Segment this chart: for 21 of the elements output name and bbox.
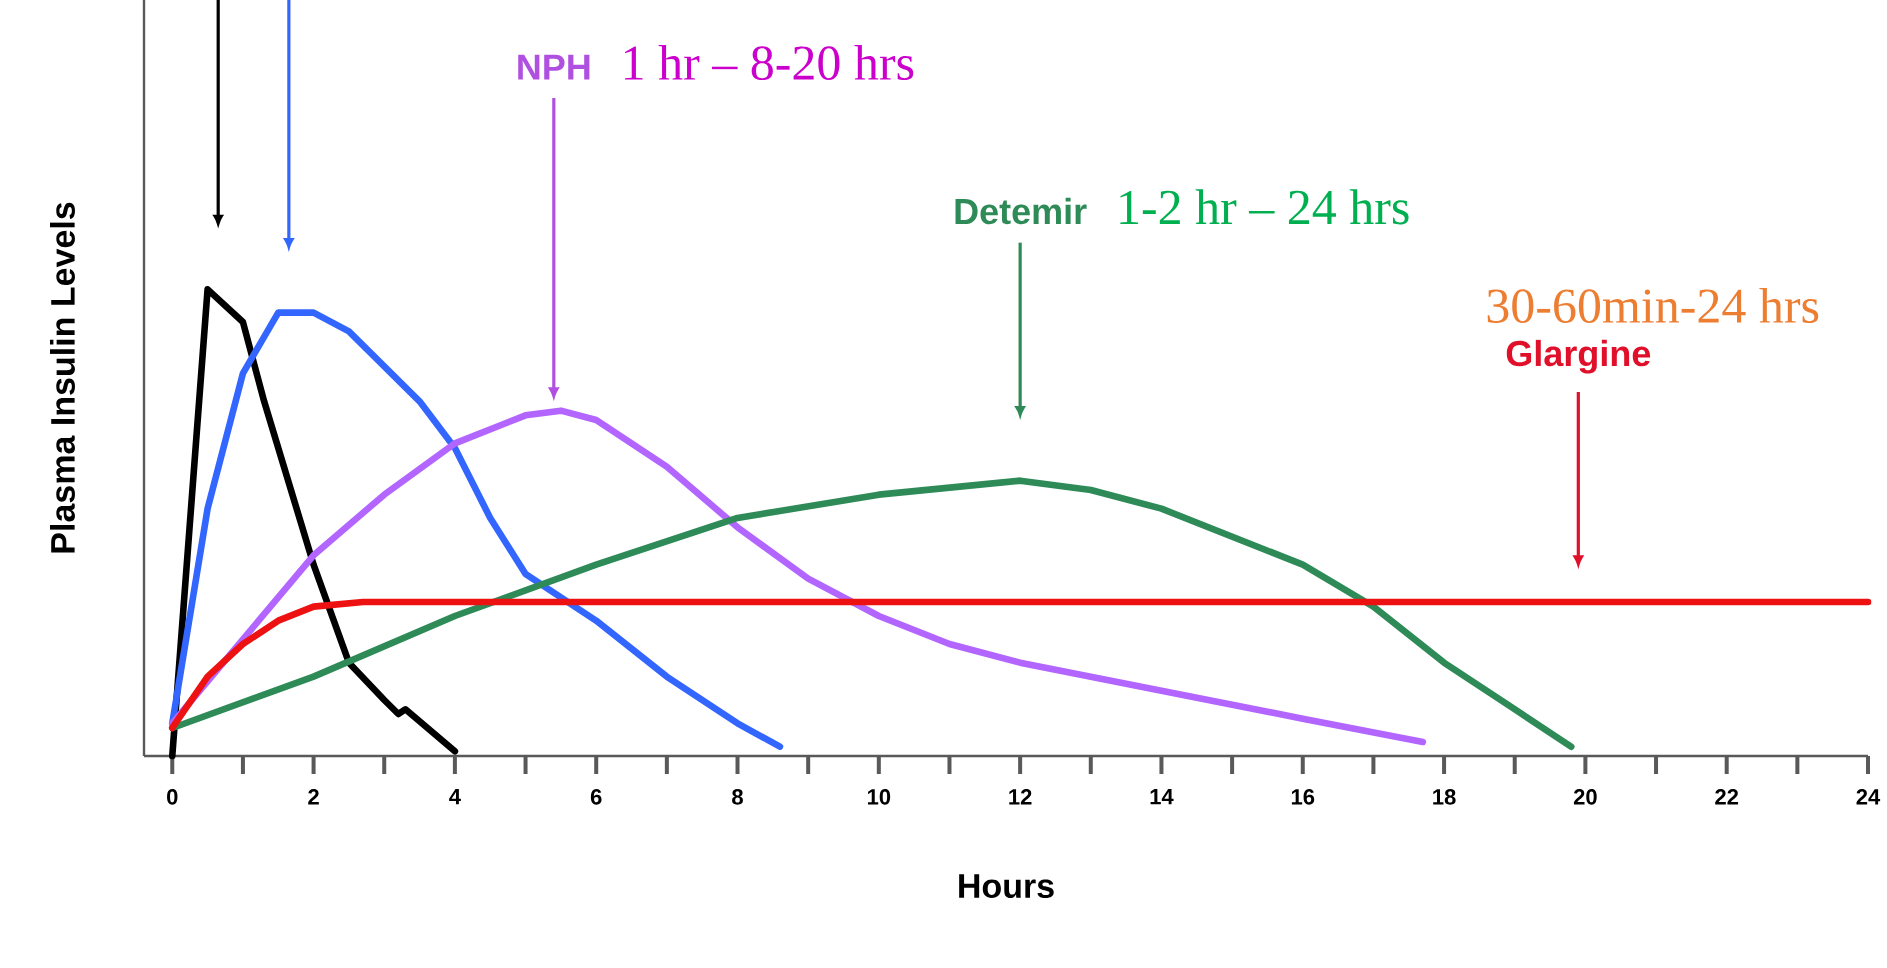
x-tick-label: 24 (1856, 789, 1881, 805)
text: NPH (518, 54, 590, 80)
x-tick-label: 10 (867, 789, 891, 805)
x-tick-label: 6 (590, 789, 602, 805)
text: Detemir (955, 197, 1087, 225)
x-tick-label: 20 (1573, 789, 1597, 805)
x-tick-label: 0 (167, 789, 178, 805)
x-tick-label: 18 (1433, 789, 1456, 805)
x-tick-label: 22 (1715, 789, 1739, 805)
x-tick-label: 16 (1291, 789, 1315, 805)
x-tick-label: 4 (449, 789, 461, 805)
x-tick-label: 2 (308, 789, 319, 805)
annotation: Glargine (1506, 339, 1651, 374)
x-tick-label: 12 (1009, 789, 1032, 805)
x-axis-title: Hours (959, 874, 1054, 899)
y-axis-title: Plasma Insulin Levels (49, 202, 75, 553)
x-tick-label: 8 (732, 789, 743, 805)
text: 1 hr – 8-20 hrs (625, 44, 914, 81)
text: 1-2 hr – 24 hrs (1120, 189, 1409, 225)
annotation: 30-60min-24 hrs (1487, 287, 1819, 324)
x-tick-label: 14 (1150, 789, 1174, 805)
